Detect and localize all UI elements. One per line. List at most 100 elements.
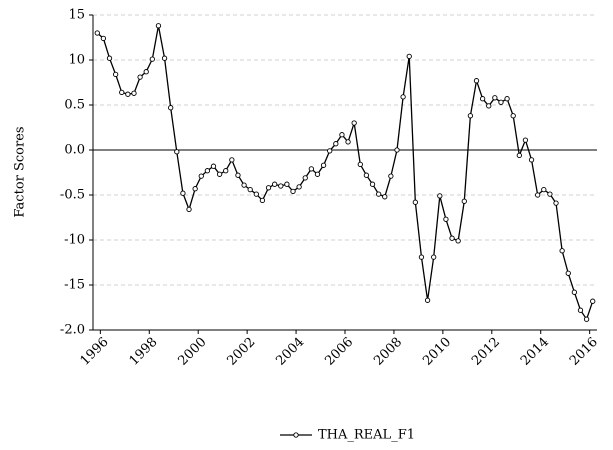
- point: [320, 162, 327, 168]
- point: [528, 157, 535, 163]
- point: [486, 103, 492, 109]
- point: [473, 78, 480, 84]
- point: [100, 35, 107, 42]
- point: [241, 182, 247, 188]
- point: [125, 91, 131, 97]
- y-tick-label: -15: [64, 278, 85, 293]
- point: [431, 254, 437, 260]
- point: [461, 198, 467, 204]
- point: [284, 181, 290, 187]
- series-line: [96, 25, 594, 321]
- point: [449, 235, 455, 241]
- point: [345, 139, 351, 145]
- point: [388, 173, 394, 179]
- point: [467, 113, 474, 119]
- point: [510, 113, 516, 119]
- point: [455, 238, 461, 244]
- point: [143, 69, 149, 75]
- point: [412, 199, 418, 205]
- point: [223, 168, 229, 174]
- point: [547, 191, 553, 197]
- point: [112, 71, 119, 78]
- x-tick-label: 1996: [78, 335, 112, 369]
- x-tick-label: 2000: [175, 335, 209, 369]
- point: [168, 105, 174, 111]
- point: [351, 120, 357, 126]
- point: [272, 181, 278, 187]
- point: [565, 270, 571, 276]
- point: [369, 181, 376, 187]
- point: [155, 23, 162, 29]
- point: [106, 55, 113, 61]
- point: [161, 55, 168, 61]
- point: [375, 191, 382, 197]
- point: [400, 94, 406, 100]
- point: [583, 316, 590, 322]
- point: [571, 289, 578, 295]
- point: [278, 183, 284, 189]
- x-tick-label: 2004: [273, 335, 307, 369]
- point: [492, 95, 498, 101]
- point: [535, 192, 541, 198]
- point: [186, 206, 192, 213]
- point: [339, 132, 345, 138]
- y-tick-label: 0.5: [64, 98, 85, 113]
- point: [174, 149, 180, 155]
- point: [259, 197, 266, 204]
- point: [553, 200, 559, 206]
- point: [94, 30, 100, 36]
- point: [253, 191, 259, 197]
- legend-marker: [293, 432, 299, 438]
- point: [290, 188, 296, 195]
- x-tick-label: 2014: [518, 335, 552, 369]
- y-axis-label: Factor Scores: [13, 126, 28, 217]
- point: [479, 96, 486, 102]
- point: [137, 74, 143, 80]
- x-tick-label: 2016: [567, 335, 601, 369]
- x-tick-label: 2012: [469, 335, 503, 369]
- point: [443, 216, 449, 222]
- point: [229, 157, 235, 163]
- legend-label: THA_REAL_F1: [318, 428, 415, 443]
- point: [504, 96, 510, 102]
- point: [210, 163, 217, 169]
- y-tick-label: -10: [64, 233, 85, 248]
- point: [235, 172, 241, 178]
- point: [590, 298, 596, 304]
- point: [394, 147, 400, 153]
- y-tick-label: 0.0: [64, 143, 85, 158]
- point: [198, 173, 204, 179]
- point: [406, 53, 412, 60]
- point: [522, 137, 529, 143]
- point: [333, 141, 339, 147]
- x-tick-label: 1998: [127, 335, 161, 369]
- point: [192, 186, 198, 192]
- point: [437, 193, 443, 199]
- point: [424, 297, 431, 303]
- point: [180, 190, 186, 196]
- x-tick-label: 2002: [224, 335, 258, 369]
- point: [516, 152, 522, 159]
- y-tick-label: 15: [68, 8, 85, 23]
- x-tick-label: 2006: [322, 335, 356, 369]
- point: [296, 184, 302, 190]
- point: [119, 89, 125, 96]
- point: [363, 172, 370, 178]
- point: [302, 175, 308, 181]
- point: [314, 171, 321, 177]
- point: [327, 148, 333, 154]
- point: [357, 161, 363, 168]
- point: [382, 194, 388, 200]
- point: [131, 90, 137, 96]
- point: [265, 185, 272, 191]
- x-tick-label: 2008: [371, 335, 405, 369]
- point: [149, 56, 155, 62]
- point: [498, 99, 504, 105]
- x-tick-label: 2010: [420, 335, 454, 369]
- point: [418, 254, 425, 260]
- point: [577, 307, 584, 313]
- point: [247, 186, 253, 193]
- point: [559, 248, 565, 254]
- point: [216, 171, 223, 177]
